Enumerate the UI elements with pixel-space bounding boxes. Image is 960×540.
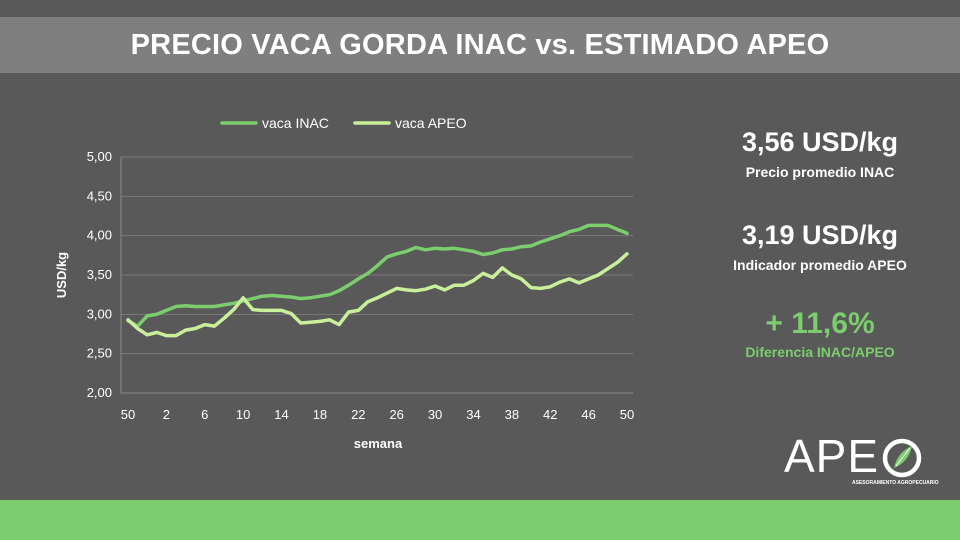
x-tick-label: 50 xyxy=(121,407,135,422)
stat-apeo-value: 3,19 USD/kg xyxy=(741,220,899,250)
stat-inac: 3,56 USD/kg Precio promedio INAC xyxy=(670,127,960,180)
x-tick-label: 10 xyxy=(236,407,250,422)
logo-subtitle: ASESORAMIENTO AGROPECUARIO xyxy=(852,480,939,486)
title-band: PRECIO VACA GORDA INAC vs. ESTIMADO APEO xyxy=(0,17,960,73)
x-tick-label: 26 xyxy=(389,407,403,422)
x-tick-label: 38 xyxy=(505,407,519,422)
x-tick-label: 34 xyxy=(466,407,480,422)
stat-apeo: 3,19 USD/kg Indicador promedio APEO xyxy=(670,220,960,273)
apeo-logo: APE ASESORAMIENTO AGROPECUARIO xyxy=(784,430,939,492)
stat-inac-label: Precio promedio INAC xyxy=(745,164,895,180)
x-tick-label: 50 xyxy=(620,407,634,422)
y-tick-label: 4,00 xyxy=(87,228,112,243)
y-tick-label: 2,00 xyxy=(87,385,112,400)
stat-diff-label: Diferencia INAC/APEO xyxy=(745,344,895,360)
x-tick-label: 46 xyxy=(581,407,595,422)
stat-inac-value: 3,56 USD/kg xyxy=(741,127,899,157)
stat-apeo-label: Indicador promedio APEO xyxy=(733,257,907,273)
leaf-o-icon xyxy=(882,438,922,478)
x-axis-label: semana xyxy=(354,436,403,451)
stat-diff-value: + 11,6% xyxy=(765,307,875,340)
bottom-band xyxy=(0,500,960,540)
x-tick-label: 2 xyxy=(163,407,170,422)
legend-label-apeo: vaca APEO xyxy=(395,115,467,131)
legend-label-inac: vaca INAC xyxy=(262,115,329,131)
x-tick-label: 30 xyxy=(428,407,442,422)
series-line-apeo xyxy=(126,252,629,338)
series-line-inac xyxy=(126,223,629,328)
y-tick-label: 4,50 xyxy=(87,188,112,203)
y-tick-label: 3,50 xyxy=(87,267,112,282)
x-tick-label: 6 xyxy=(201,407,208,422)
x-tick-label: 14 xyxy=(274,407,288,422)
y-tick-label: 2,50 xyxy=(87,346,112,361)
y-tick-label: 3,00 xyxy=(87,306,112,321)
y-axis-label: USD/kg xyxy=(54,252,69,298)
x-tick-label: 22 xyxy=(351,407,365,422)
x-tick-label: 18 xyxy=(313,407,327,422)
y-tick-label: 5,00 xyxy=(87,149,112,164)
logo-text: APE xyxy=(784,430,880,482)
x-tick-label: 42 xyxy=(543,407,557,422)
stat-diff: + 11,6% Diferencia INAC/APEO xyxy=(670,307,960,360)
slide-title: PRECIO VACA GORDA INAC vs. ESTIMADO APEO xyxy=(130,29,830,61)
